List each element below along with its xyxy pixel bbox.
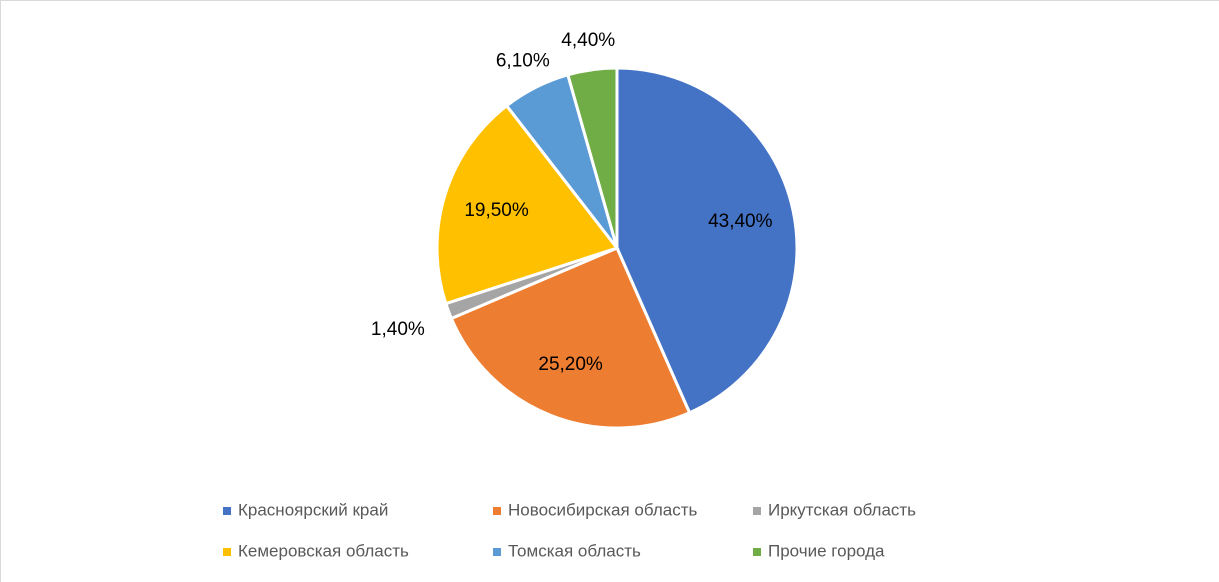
legend-label: Красноярский край	[238, 500, 388, 519]
pie-slice	[615, 66, 799, 415]
legend-marker	[493, 548, 501, 556]
pie-slice	[435, 103, 620, 306]
data-label: 6,10%	[496, 51, 550, 72]
legend-label: Томская область	[508, 541, 641, 560]
legend-marker	[753, 507, 761, 515]
data-label: 4,40%	[561, 30, 615, 51]
legend-marker	[753, 548, 761, 556]
data-label: 25,20%	[538, 354, 603, 375]
data-label: 43,40%	[708, 211, 773, 232]
legend-label: Прочие города	[768, 541, 885, 560]
legend-marker	[223, 548, 231, 556]
legend-marker	[493, 507, 501, 515]
legend-marker	[223, 507, 231, 515]
legend-label: Кемеровская область	[238, 541, 409, 560]
pie-slice	[566, 66, 619, 249]
pie-slice	[449, 246, 692, 430]
data-label: 1,40%	[371, 319, 425, 340]
legend-label: Новосибирская область	[508, 500, 697, 519]
data-label: 19,50%	[464, 200, 529, 221]
legend-label: Иркутская область	[768, 500, 916, 519]
